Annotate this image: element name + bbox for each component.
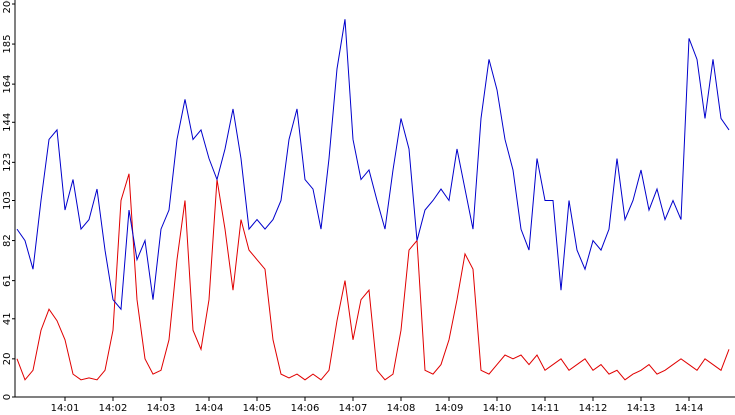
series-line bbox=[16, 173, 730, 381]
x-tick-label: 14:11 bbox=[531, 403, 560, 414]
x-tick-label: 14:10 bbox=[483, 403, 512, 414]
series-line bbox=[16, 19, 730, 311]
x-tick-label: 14:06 bbox=[291, 403, 320, 414]
x-tick-label: 14:02 bbox=[99, 403, 128, 414]
y-tick-label: 0 bbox=[2, 394, 13, 400]
x-tick-label: 14:01 bbox=[51, 403, 80, 414]
y-tick-label: 144 bbox=[2, 113, 13, 132]
x-tick-label: 14:12 bbox=[579, 403, 608, 414]
y-tick-label: 185 bbox=[2, 35, 13, 54]
y-tick-label: 20 bbox=[2, 352, 13, 365]
x-tick-label: 14:14 bbox=[675, 403, 704, 414]
y-tick-label: 61 bbox=[2, 274, 13, 287]
x-tick-label: 14:04 bbox=[195, 403, 224, 414]
x-tick-label: 14:03 bbox=[147, 403, 176, 414]
x-tick-label: 14:07 bbox=[339, 403, 368, 414]
y-tick-label: 164 bbox=[2, 75, 13, 94]
x-tick-label: 14:09 bbox=[435, 403, 464, 414]
x-tick-label: 14:08 bbox=[387, 403, 416, 414]
y-tick-label: 82 bbox=[2, 234, 13, 247]
y-tick-label: 123 bbox=[2, 153, 13, 172]
x-tick-label: 14:05 bbox=[243, 403, 272, 414]
y-tick-label: 103 bbox=[2, 191, 13, 210]
y-tick-label: 41 bbox=[2, 312, 13, 325]
y-tick-label: 206 bbox=[2, 0, 13, 14]
x-tick-label: 14:13 bbox=[627, 403, 656, 414]
